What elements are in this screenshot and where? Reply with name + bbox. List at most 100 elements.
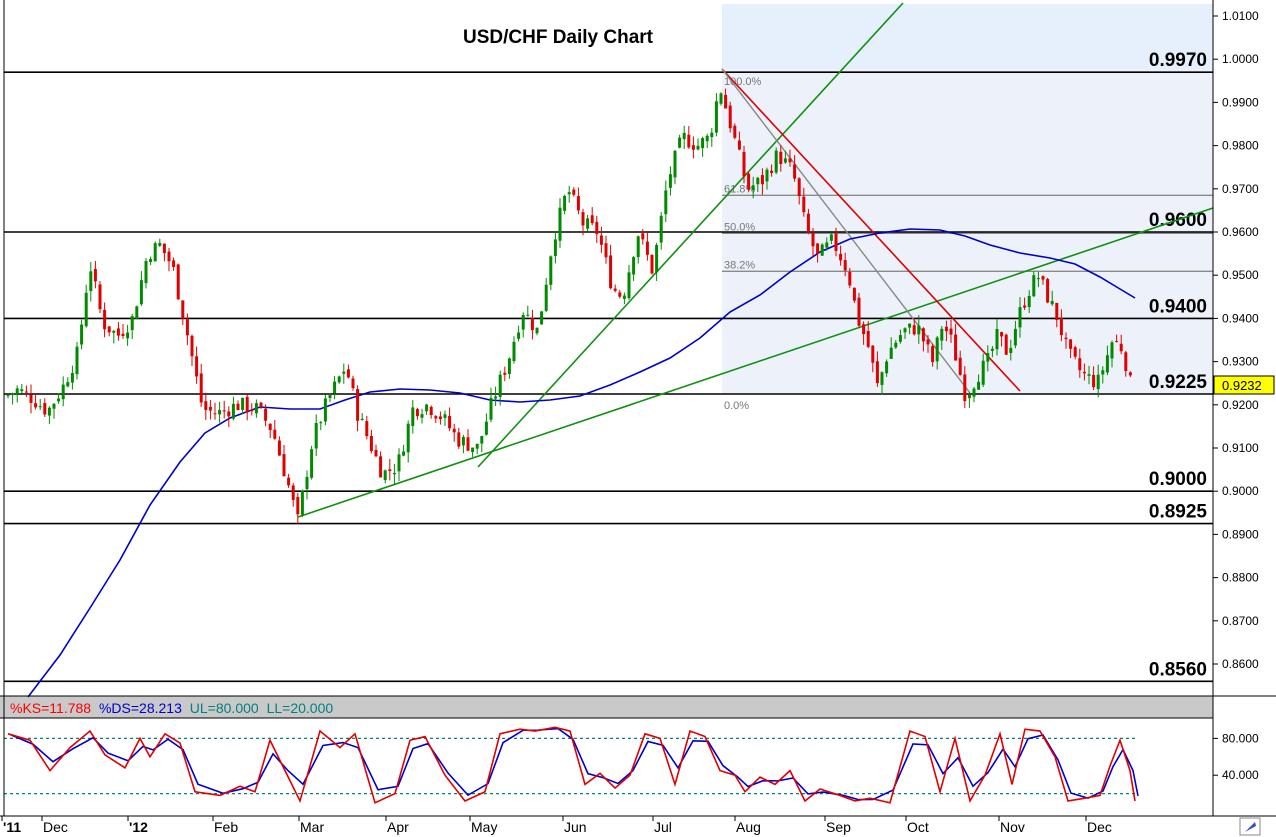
candle (503, 366, 507, 382)
candle (576, 187, 580, 215)
candle-body (126, 332, 130, 339)
candle (563, 194, 567, 215)
candle-body (668, 174, 672, 188)
candle (397, 448, 401, 482)
candle-body (1013, 328, 1017, 346)
candle (834, 227, 838, 257)
candle-body (273, 429, 277, 439)
candle (342, 363, 346, 384)
candle-body (333, 381, 337, 394)
candle-body (466, 437, 470, 451)
candle (1101, 366, 1105, 384)
candle-body (1032, 275, 1036, 297)
candle-body (774, 150, 778, 173)
candle (121, 324, 125, 339)
candle-body (1128, 372, 1132, 376)
candle-body (627, 272, 631, 299)
candle (530, 309, 534, 340)
candle-body (158, 242, 162, 246)
candle (245, 394, 249, 421)
candle (1128, 371, 1132, 378)
candle-body (604, 243, 608, 258)
price-tick-label: 0.9800 (1222, 139, 1259, 153)
candle (682, 125, 686, 150)
candle (259, 401, 263, 409)
candle-body (862, 324, 866, 335)
candle (126, 324, 130, 346)
candle (93, 260, 97, 289)
candle-body (80, 324, 84, 345)
candle-body (374, 449, 378, 457)
candle-body (655, 244, 659, 273)
candle-body (609, 255, 613, 289)
candle (737, 131, 741, 151)
candle (6, 393, 10, 399)
candle-body (517, 332, 521, 339)
candle-body (995, 329, 999, 350)
candle (1055, 302, 1059, 328)
candle-body (103, 309, 107, 330)
candle-body (1004, 334, 1008, 355)
legend-ks: %KS=11.788 (10, 700, 91, 716)
candle (356, 385, 360, 432)
candle-body (986, 353, 990, 362)
candle (908, 323, 912, 335)
candle-body (369, 435, 373, 452)
candle-body (149, 259, 153, 262)
candle (38, 398, 42, 411)
candle (158, 238, 162, 248)
candle-body (737, 140, 741, 150)
candle-body (641, 233, 645, 240)
moving-average-line (27, 228, 1136, 698)
fibonacci-retracement: 100.0%61.8%50.0%38.2%0.0% (722, 76, 1213, 412)
time-tick-label: Jul (654, 819, 672, 835)
draw-tool-icon[interactable] (1239, 817, 1261, 836)
candle (337, 375, 341, 384)
candle (756, 176, 760, 193)
candle (296, 492, 300, 525)
candle-body (1064, 337, 1068, 340)
candle-body (34, 403, 38, 408)
candle (949, 319, 953, 343)
candle-body (218, 409, 222, 415)
candle (981, 353, 985, 388)
candle (990, 346, 994, 358)
candle (967, 392, 971, 408)
candle-body (673, 150, 677, 178)
candle (75, 341, 79, 380)
candle (517, 325, 521, 342)
candle (604, 235, 608, 264)
candle-body (162, 243, 166, 254)
candle-body (843, 260, 847, 271)
candle-body (204, 401, 208, 411)
candle-body (1110, 342, 1114, 359)
candle-body (1036, 278, 1040, 280)
candle-body (429, 406, 433, 416)
candle-body (443, 414, 447, 418)
candle-body (926, 339, 930, 345)
candle (369, 429, 373, 454)
candle-body (1059, 318, 1063, 336)
candle (751, 176, 755, 199)
candle-body (760, 175, 764, 185)
candle (29, 384, 33, 414)
candle (1013, 320, 1017, 349)
candle (650, 254, 654, 275)
candle (673, 149, 677, 185)
candle (66, 377, 70, 388)
time-axis: '11 Dec '12 Feb Mar Apr May Jun Jul Aug Sep Oct Nov D… (1, 816, 1112, 835)
candle-body (52, 403, 56, 409)
candle (770, 164, 774, 177)
time-tick-label: '12 (129, 819, 148, 835)
level-label: 0.9970 (1149, 50, 1207, 71)
candle (1082, 363, 1086, 381)
candle (618, 289, 622, 299)
candle-body (388, 469, 392, 471)
candle-body (903, 328, 907, 333)
candle (1018, 297, 1022, 338)
candle-body (494, 396, 498, 399)
candle-body (599, 235, 603, 245)
candle (190, 334, 194, 366)
candle-body (825, 242, 829, 248)
candle-body (535, 327, 539, 334)
